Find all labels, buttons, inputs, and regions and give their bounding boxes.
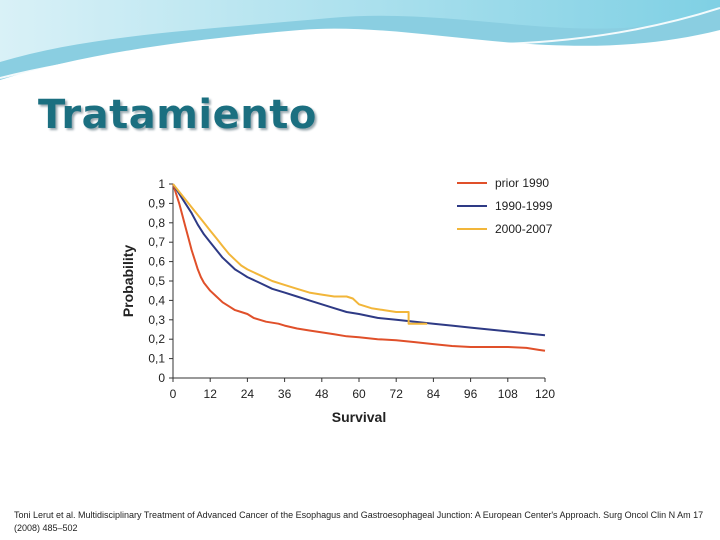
x-tick-label: 12 bbox=[204, 387, 218, 401]
y-tick-label: 1 bbox=[158, 177, 165, 191]
x-tick-label: 108 bbox=[498, 387, 518, 401]
x-axis-label: Survival bbox=[332, 409, 386, 425]
x-tick-label: 0 bbox=[170, 387, 177, 401]
y-tick-label: 0,5 bbox=[148, 274, 165, 288]
series-lines bbox=[172, 183, 546, 352]
y-tick-label: 0,1 bbox=[148, 352, 165, 366]
y-tick-label: 0,8 bbox=[148, 216, 165, 230]
y-axis-label: Probability bbox=[120, 245, 136, 318]
legend: prior 1990 1990-1999 2000-2007 bbox=[457, 176, 553, 236]
axes: 0 0,1 0,2 0,3 0,4 0,5 0,6 0,7 0,8 0,9 1 0 12 24 36 48 60… bbox=[148, 177, 555, 401]
y-tick-label: 0,9 bbox=[148, 196, 165, 210]
source-citation: Toni Lerut et al. Multidisciplinary Trea… bbox=[14, 510, 704, 533]
y-tick-label: 0,2 bbox=[148, 332, 165, 346]
x-tick-label: 96 bbox=[464, 387, 478, 401]
series-line-3 bbox=[172, 183, 428, 325]
header-wave-line bbox=[0, 7, 720, 79]
y-tick-label: 0,6 bbox=[148, 255, 165, 269]
survival-chart: 0 0,1 0,2 0,3 0,4 0,5 0,6 0,7 0,8 0,9 1 0 12 24 36 48 60… bbox=[120, 176, 555, 425]
slide-title: Tratamiento bbox=[38, 92, 317, 138]
x-tick-label: 60 bbox=[352, 387, 366, 401]
x-tick-label: 120 bbox=[535, 387, 555, 401]
header-wave-front bbox=[0, 0, 720, 62]
x-tick-label: 84 bbox=[427, 387, 441, 401]
x-tick-label: 48 bbox=[315, 387, 329, 401]
y-tick-label: 0,4 bbox=[148, 293, 165, 307]
y-tick-label: 0 bbox=[158, 371, 165, 385]
legend-label: prior 1990 bbox=[495, 176, 549, 190]
y-tick-label: 0,7 bbox=[148, 235, 165, 249]
legend-label: 1990-1999 bbox=[495, 199, 553, 213]
x-tick-label: 36 bbox=[278, 387, 292, 401]
x-tick-label: 72 bbox=[390, 387, 404, 401]
chart-panel: 0 0,1 0,2 0,3 0,4 0,5 0,6 0,7 0,8 0,9 1 0 12 24 36 48 60… bbox=[91, 156, 593, 432]
x-tick-label: 24 bbox=[241, 387, 255, 401]
y-tick-label: 0,3 bbox=[148, 313, 165, 327]
series-line-2 bbox=[172, 183, 546, 337]
legend-label: 2000-2007 bbox=[495, 222, 553, 236]
series-line-1 bbox=[172, 183, 546, 352]
slide-header-decoration bbox=[0, 0, 720, 80]
